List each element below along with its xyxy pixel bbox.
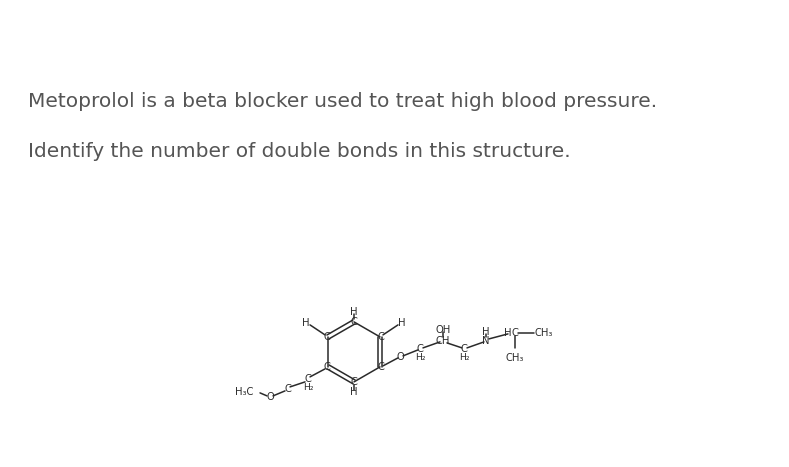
Text: Metoprolol is a beta blocker used to treat high blood pressure.: Metoprolol is a beta blocker used to tre… bbox=[28, 92, 657, 111]
Text: C: C bbox=[323, 332, 331, 342]
Text: CH₃: CH₃ bbox=[535, 328, 553, 338]
Text: H₂: H₂ bbox=[303, 383, 313, 392]
Text: H: H bbox=[398, 318, 406, 328]
Text: C: C bbox=[461, 344, 467, 354]
Text: H: H bbox=[482, 327, 490, 337]
Text: C: C bbox=[350, 377, 357, 387]
Text: C: C bbox=[285, 384, 291, 394]
Text: N: N bbox=[482, 336, 490, 346]
Text: OH: OH bbox=[436, 325, 451, 335]
Text: O: O bbox=[266, 392, 274, 402]
Text: H₃C: H₃C bbox=[235, 387, 253, 397]
Text: C: C bbox=[350, 317, 357, 327]
Text: C: C bbox=[305, 374, 312, 384]
Text: O: O bbox=[396, 352, 404, 362]
Text: CH₃: CH₃ bbox=[506, 353, 524, 363]
Text: H: H bbox=[302, 318, 310, 328]
Text: C: C bbox=[378, 332, 384, 342]
Text: C: C bbox=[417, 344, 424, 354]
Text: H: H bbox=[350, 307, 357, 317]
Text: H: H bbox=[504, 328, 512, 338]
Text: C: C bbox=[378, 362, 384, 372]
Text: Question 29 of 39: Question 29 of 39 bbox=[542, 18, 673, 33]
Text: Identify the number of double bonds in this structure.: Identify the number of double bonds in t… bbox=[28, 142, 570, 161]
Text: C: C bbox=[511, 328, 518, 338]
Text: H₂: H₂ bbox=[415, 354, 425, 362]
Text: H₂: H₂ bbox=[458, 354, 469, 362]
Text: C: C bbox=[323, 362, 331, 372]
Text: H: H bbox=[350, 387, 357, 397]
Text: CH: CH bbox=[436, 336, 451, 346]
